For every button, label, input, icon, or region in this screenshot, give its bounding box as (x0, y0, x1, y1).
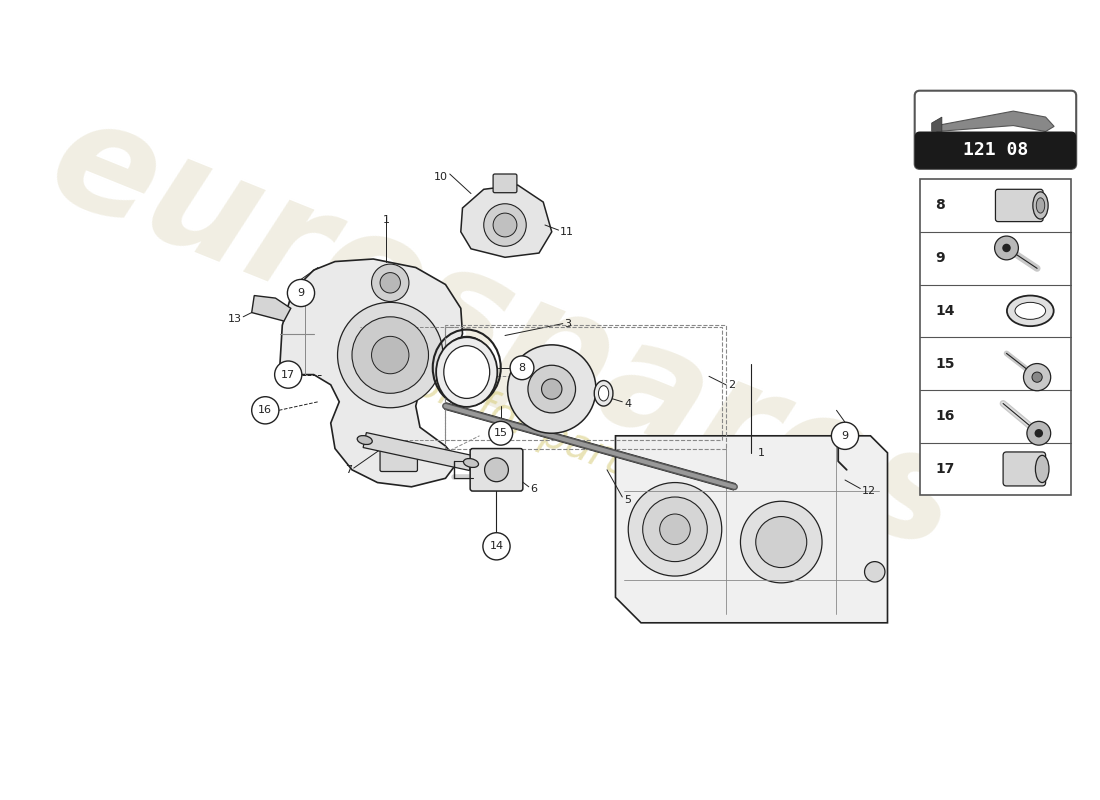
Text: 1: 1 (758, 448, 764, 458)
Ellipse shape (443, 346, 490, 398)
Circle shape (660, 514, 691, 545)
FancyBboxPatch shape (493, 174, 517, 193)
Circle shape (507, 345, 596, 434)
Bar (446, 326, 726, 449)
Circle shape (275, 361, 301, 388)
Text: 12: 12 (862, 486, 876, 496)
Circle shape (338, 302, 443, 408)
Bar (920, 179, 1071, 495)
Ellipse shape (598, 386, 608, 401)
Text: 9: 9 (297, 288, 305, 298)
Text: 14: 14 (935, 304, 955, 318)
Circle shape (352, 317, 429, 394)
FancyBboxPatch shape (996, 190, 1043, 222)
FancyBboxPatch shape (1003, 452, 1046, 486)
Circle shape (628, 482, 722, 576)
Circle shape (510, 356, 534, 380)
Circle shape (1027, 422, 1050, 445)
Ellipse shape (1006, 295, 1054, 326)
Circle shape (528, 366, 575, 413)
Ellipse shape (1035, 455, 1049, 482)
Ellipse shape (436, 338, 497, 407)
Circle shape (865, 562, 884, 582)
Text: 15: 15 (494, 428, 508, 438)
Text: 6: 6 (530, 483, 538, 494)
Text: 14: 14 (490, 542, 504, 551)
Circle shape (493, 213, 517, 237)
Ellipse shape (358, 435, 372, 445)
Polygon shape (616, 436, 888, 623)
Circle shape (994, 236, 1019, 260)
Circle shape (740, 502, 822, 583)
Circle shape (1032, 372, 1042, 382)
Text: 15: 15 (935, 357, 955, 370)
Text: 9: 9 (935, 251, 945, 265)
Circle shape (541, 379, 562, 399)
Polygon shape (932, 117, 942, 131)
Text: 3: 3 (564, 318, 572, 329)
Ellipse shape (1036, 198, 1045, 213)
Text: 8: 8 (935, 198, 945, 213)
Text: 2: 2 (728, 380, 735, 390)
FancyBboxPatch shape (915, 131, 1076, 169)
Circle shape (379, 273, 400, 293)
Polygon shape (937, 111, 1054, 131)
Text: 17: 17 (935, 462, 955, 476)
Ellipse shape (594, 381, 613, 406)
FancyBboxPatch shape (470, 449, 522, 491)
FancyBboxPatch shape (915, 90, 1076, 169)
Circle shape (372, 264, 409, 302)
Text: a passion for parts since 1985: a passion for parts since 1985 (274, 307, 872, 582)
Text: 7: 7 (345, 465, 352, 475)
Polygon shape (363, 433, 473, 470)
Bar (446, 327, 722, 440)
Circle shape (372, 336, 409, 374)
Circle shape (1034, 429, 1043, 438)
Text: 121 08: 121 08 (962, 142, 1028, 159)
Circle shape (252, 397, 279, 424)
Polygon shape (252, 295, 290, 321)
Text: 16: 16 (258, 406, 273, 415)
Polygon shape (279, 259, 462, 487)
Text: 5: 5 (624, 494, 631, 505)
Ellipse shape (463, 458, 478, 467)
Bar (920, 137, 1071, 158)
Circle shape (832, 422, 859, 450)
Circle shape (642, 497, 707, 562)
Circle shape (485, 458, 508, 482)
FancyBboxPatch shape (379, 444, 417, 471)
Text: 16: 16 (935, 410, 955, 423)
Ellipse shape (1033, 192, 1048, 219)
Circle shape (488, 422, 513, 445)
Text: 8: 8 (518, 363, 526, 373)
Circle shape (1002, 244, 1011, 252)
Text: 4: 4 (624, 398, 631, 409)
Text: 9: 9 (842, 431, 848, 441)
Text: 17: 17 (282, 370, 295, 380)
Circle shape (287, 279, 315, 306)
Text: 11: 11 (560, 227, 574, 237)
Circle shape (756, 517, 806, 567)
Text: 10: 10 (434, 172, 448, 182)
Circle shape (1023, 363, 1050, 390)
Circle shape (483, 533, 510, 560)
Circle shape (484, 204, 526, 246)
Text: eurospares: eurospares (30, 84, 981, 584)
Ellipse shape (1015, 302, 1046, 319)
Text: 1: 1 (383, 215, 389, 225)
Polygon shape (461, 185, 552, 258)
Text: 13: 13 (228, 314, 242, 323)
